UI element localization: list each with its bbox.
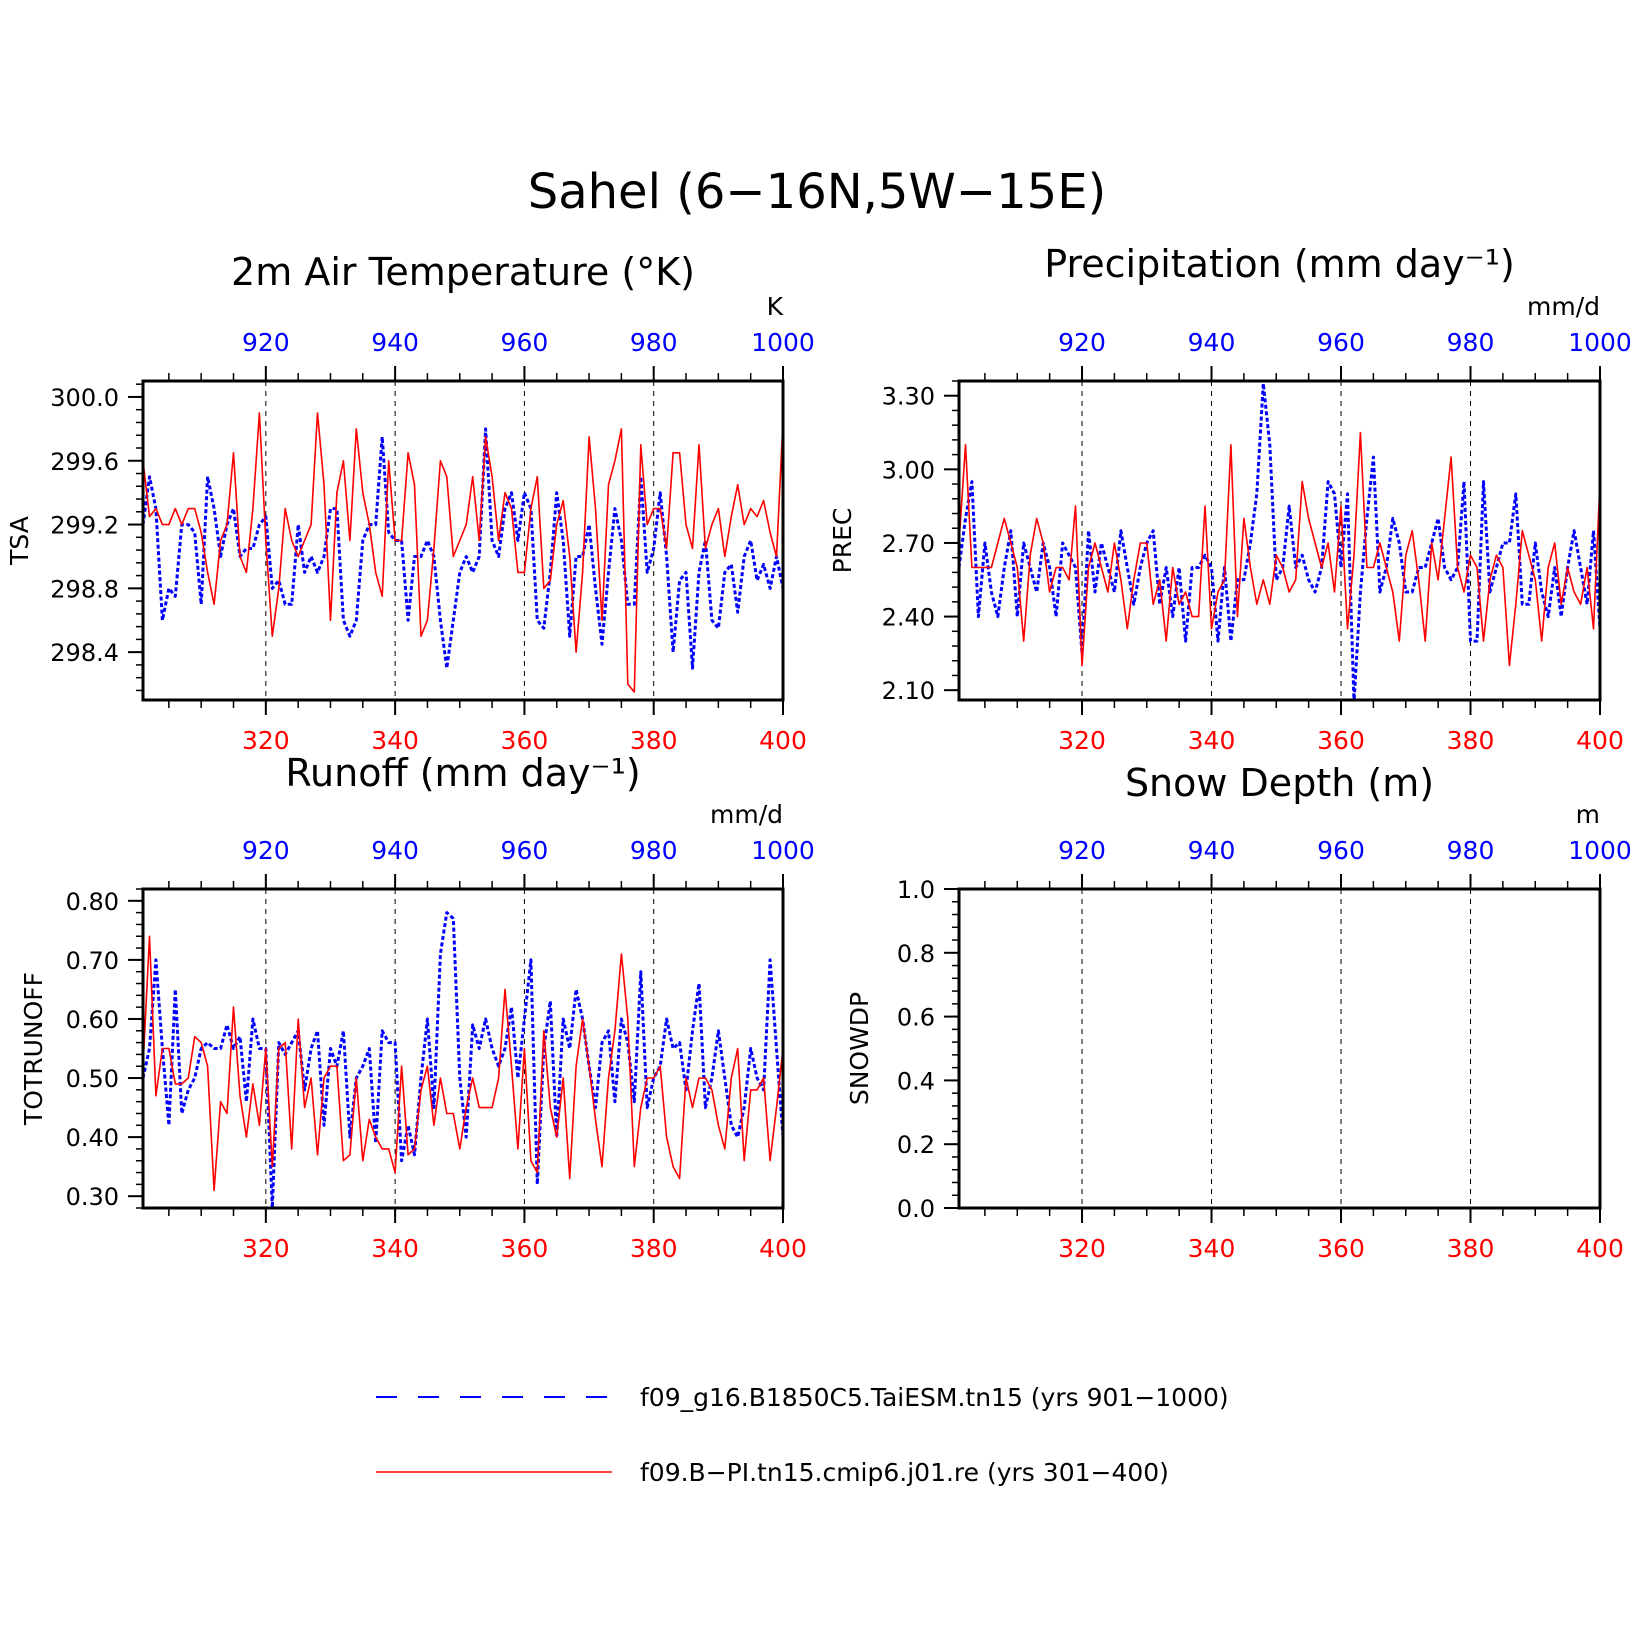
x-top-tick-label: 980: [1447, 836, 1495, 865]
x-bottom-tick-label: 360: [1317, 1234, 1365, 1263]
y-tick-label: 0.50: [66, 1065, 119, 1093]
chart-panel-1: 2m Air Temperature (°K) K TSA 300.0 299.6 299…: [5, 250, 815, 755]
legend-label: f09_g16.B1850C5.TaiESM.tn15 (yrs 901−100…: [640, 1383, 1229, 1412]
x-top-tick-label: 960: [501, 836, 549, 865]
chart-panel-2: Precipitation (mm day⁻¹) mm/d PREC 3.30 3.00…: [828, 242, 1632, 755]
legend-label: f09.B−PI.tn15.cmip6.j01.re (yrs 301−400): [640, 1458, 1169, 1487]
x-top-tick-label: 960: [501, 328, 549, 357]
y-axis-label: SNOWDP: [845, 992, 874, 1105]
plot-frame: [957, 887, 1602, 1210]
plot-frame: [141, 379, 785, 702]
x-bottom-tick-label: 380: [630, 1234, 678, 1263]
panel-title: Precipitation (mm day⁻¹): [1044, 242, 1515, 286]
x-top-tick-label: 920: [1058, 836, 1106, 865]
y-tick-label: 0.80: [66, 888, 119, 916]
units-label: K: [767, 292, 784, 321]
y-tick-label: 299.2: [50, 512, 119, 540]
legend: f09_g16.B1850C5.TaiESM.tn15 (yrs 901−100…: [376, 1383, 1229, 1487]
y-tick-label: 0.60: [66, 1006, 119, 1034]
series-line-red: [959, 431, 1600, 667]
x-top-tick-label: 940: [1188, 836, 1236, 865]
x-top-tick-label: 920: [1058, 328, 1106, 357]
plot-frame: [957, 379, 1602, 702]
x-bottom-tick-label: 340: [1188, 1234, 1236, 1263]
x-bottom-tick-label: 400: [759, 726, 807, 755]
x-top-tick-label: 980: [1447, 328, 1495, 357]
y-tick-label: 2.10: [882, 677, 935, 705]
chart-panel-4: Snow Depth (m) m SNOWDP 1.0 0.8 0.6 0.4 0.2 0.0 3…: [845, 761, 1632, 1263]
x-bottom-tick-label: 340: [371, 726, 419, 755]
y-tick-label: 0.70: [66, 947, 119, 975]
x-bottom-tick-label: 360: [501, 1234, 549, 1263]
y-tick-label: 0.2: [897, 1131, 935, 1159]
x-top-tick-label: 960: [1317, 328, 1365, 357]
y-tick-label: 2.70: [882, 530, 935, 558]
y-tick-label: 300.0: [50, 384, 119, 412]
x-bottom-tick-label: 340: [371, 1234, 419, 1263]
x-bottom-tick-label: 380: [1447, 726, 1495, 755]
x-bottom-tick-label: 360: [501, 726, 549, 755]
y-tick-label: 0.30: [66, 1183, 119, 1211]
series-line-red: [143, 935, 783, 1192]
y-tick-label: 2.40: [882, 604, 935, 632]
y-tick-label: 298.4: [50, 639, 119, 667]
y-tick-label: 0.40: [66, 1124, 119, 1152]
x-top-tick-label: 1000: [1568, 328, 1632, 357]
y-tick-label: 0.6: [897, 1004, 935, 1032]
x-top-tick-label: 1000: [751, 836, 815, 865]
x-top-tick-label: 960: [1317, 836, 1365, 865]
y-axis-label: PREC: [828, 508, 857, 574]
x-top-tick-label: 980: [630, 328, 678, 357]
x-top-tick-label: 940: [371, 836, 419, 865]
x-bottom-tick-label: 320: [242, 1234, 290, 1263]
y-tick-label: 0.8: [897, 940, 935, 968]
x-bottom-tick-label: 400: [1576, 1234, 1624, 1263]
series-line-blue: [143, 427, 783, 670]
figure-suptitle: Sahel (6−16N,5W−15E): [528, 164, 1107, 220]
y-axis-label: TOTRUNOFF: [19, 972, 48, 1126]
panel-title: Runoff (mm day⁻¹): [285, 751, 640, 795]
x-bottom-tick-label: 340: [1188, 726, 1236, 755]
x-bottom-tick-label: 380: [630, 726, 678, 755]
x-bottom-tick-label: 320: [242, 726, 290, 755]
y-axis-label: TSA: [5, 516, 34, 566]
y-tick-label: 3.30: [882, 383, 935, 411]
panel-title: 2m Air Temperature (°K): [231, 250, 695, 294]
panel-title: Snow Depth (m): [1125, 761, 1434, 805]
x-top-tick-label: 920: [242, 328, 290, 357]
y-tick-label: 299.6: [50, 448, 119, 476]
x-bottom-tick-label: 320: [1058, 1234, 1106, 1263]
y-tick-label: 3.00: [882, 456, 935, 484]
series-line-blue: [143, 911, 783, 1208]
y-tick-label: 298.8: [50, 575, 119, 603]
series-line-blue: [959, 382, 1600, 700]
series-line-red: [143, 412, 783, 693]
y-tick-label: 1.0: [897, 876, 935, 904]
x-top-tick-label: 980: [630, 836, 678, 865]
units-label: m: [1576, 800, 1600, 829]
x-top-tick-label: 920: [242, 836, 290, 865]
y-tick-label: 0.4: [897, 1067, 935, 1095]
x-bottom-tick-label: 380: [1447, 1234, 1495, 1263]
units-label: mm/d: [710, 800, 783, 829]
y-tick-label: 0.0: [897, 1195, 935, 1223]
x-bottom-tick-label: 320: [1058, 726, 1106, 755]
units-label: mm/d: [1527, 292, 1600, 321]
x-bottom-tick-label: 400: [1576, 726, 1624, 755]
x-top-tick-label: 1000: [751, 328, 815, 357]
plot-frame: [141, 887, 785, 1210]
x-bottom-tick-label: 360: [1317, 726, 1365, 755]
x-top-tick-label: 940: [1188, 328, 1236, 357]
x-top-tick-label: 1000: [1568, 836, 1632, 865]
x-bottom-tick-label: 400: [759, 1234, 807, 1263]
x-top-tick-label: 940: [371, 328, 419, 357]
chart-panel-3: Runoff (mm day⁻¹) mm/d TOTRUNOFF 0.80 0.70 0.…: [19, 751, 815, 1263]
